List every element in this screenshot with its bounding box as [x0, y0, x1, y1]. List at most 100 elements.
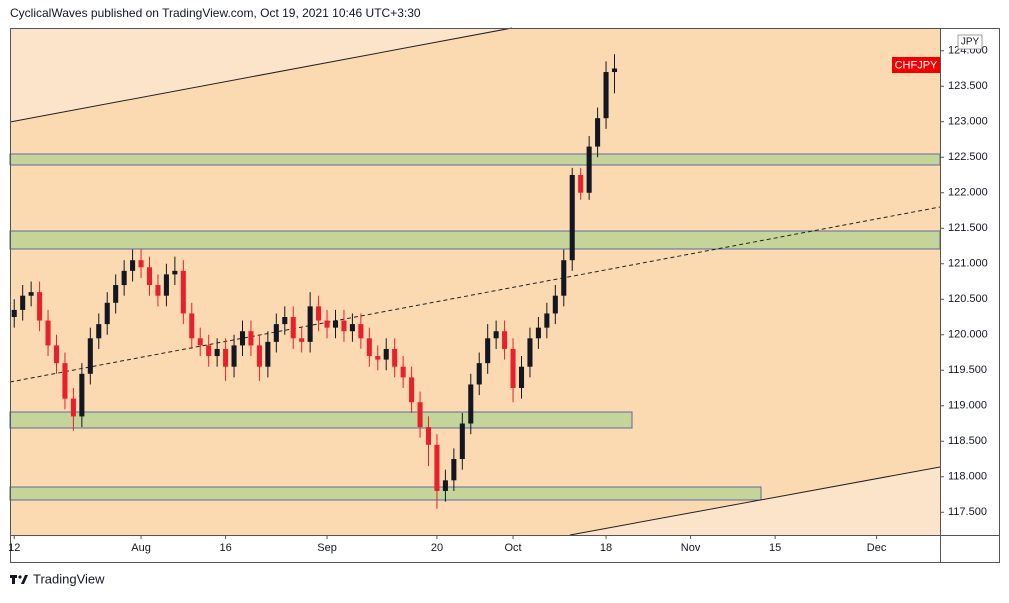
candle-body [180, 270, 186, 314]
candle-body [121, 270, 127, 286]
y-tick-label: 117.500 [948, 506, 987, 518]
currency-box [957, 34, 983, 50]
candle-body [290, 317, 296, 339]
price-axis [940, 28, 1000, 536]
candle-body [569, 174, 575, 261]
frame [10, 28, 1000, 563]
candle-body [476, 363, 482, 385]
candle-body [552, 295, 558, 314]
candle-body [265, 341, 271, 367]
candle-body [248, 331, 254, 346]
candle-body [138, 260, 144, 268]
footer-brand: TradingView [33, 571, 105, 586]
candle-body [96, 324, 102, 339]
zone [9, 486, 762, 501]
candle-body [603, 72, 609, 119]
candle-body [595, 118, 601, 147]
x-tick-label: Nov [681, 542, 701, 554]
candle-body [172, 270, 178, 275]
candle-body [163, 274, 169, 296]
x-tick-label: 16 [219, 542, 231, 554]
candle-body [155, 285, 161, 296]
candle-body [113, 285, 119, 303]
x-tick-label: Oct [504, 542, 521, 554]
candle-body [324, 320, 330, 328]
trend-line [9, 206, 941, 383]
axes: 117.500 118.000 118.500 119.000 119.500 120.0… [8, 45, 988, 554]
currency-label: JPY [961, 37, 980, 48]
logo [10, 575, 28, 584]
x-tick-label: 18 [600, 542, 612, 554]
zone [9, 230, 941, 250]
candle-body [349, 324, 355, 332]
candle-body [544, 313, 550, 328]
y-tick-label: 120.000 [948, 329, 988, 341]
candle-body [130, 260, 136, 271]
candle-body [223, 348, 229, 367]
candle-body [502, 331, 508, 349]
candle-body [358, 324, 364, 339]
candle-body [197, 338, 203, 346]
y-tick-label: 120.500 [948, 293, 988, 305]
trend-line [569, 466, 941, 536]
candle-body [45, 320, 51, 346]
candle-body [485, 338, 491, 364]
candle-body [37, 292, 43, 321]
candle-body [273, 324, 279, 342]
candle-body [11, 309, 17, 318]
x-tick-label: Aug [131, 542, 151, 554]
candle-body [510, 348, 516, 389]
candle-body [535, 327, 541, 339]
y-tick-label: 121.000 [948, 258, 988, 270]
zone [9, 153, 941, 166]
candle-body [578, 174, 584, 193]
y-tick-label: 118.000 [948, 471, 987, 483]
y-tick-label: 118.500 [948, 435, 987, 447]
candle-body [104, 302, 110, 325]
candle-body [79, 373, 85, 417]
y-tick-label: 123.500 [948, 80, 988, 92]
candle-body [20, 295, 26, 310]
candle-body [87, 338, 93, 374]
x-tick-label: Dec [867, 542, 887, 554]
candle-body [493, 331, 499, 339]
candle-body [62, 363, 68, 399]
x-tick-label: Sep [317, 542, 337, 554]
candle-body [527, 338, 533, 367]
candle-body [451, 459, 457, 481]
candle-body [468, 384, 474, 424]
candle-body [146, 267, 153, 286]
candle-body [459, 423, 465, 460]
candle-body [417, 402, 423, 428]
candle-body [383, 348, 389, 360]
candle-body [299, 338, 305, 342]
candle-body [409, 377, 415, 403]
candles [11, 54, 618, 509]
candle-body [518, 366, 525, 389]
candle-body [332, 320, 339, 328]
candle-body [434, 444, 440, 491]
candle-body [375, 356, 381, 360]
candle-body [214, 348, 220, 357]
header-title: CyclicalWaves published on TradingView.c… [10, 6, 421, 20]
y-tick-label: 122.000 [948, 187, 988, 199]
trend-line [9, 27, 513, 123]
y-tick-label: 119.500 [948, 364, 987, 376]
candle-body [611, 68, 618, 73]
x-tick-label: 12 [8, 542, 20, 554]
candle-body [307, 306, 313, 342]
y-tick-label: 119.000 [948, 400, 987, 412]
y-tick-label: 122.500 [948, 151, 988, 163]
candle-body [341, 320, 347, 332]
candle-body [316, 306, 322, 321]
candle-body [586, 146, 592, 193]
candle-body [206, 345, 212, 357]
candle-body [425, 427, 432, 445]
x-tick-label: 20 [431, 542, 443, 554]
y-tick-label: 121.500 [948, 222, 988, 234]
candle-body [256, 345, 262, 367]
time-axis [10, 535, 1000, 563]
candle-body [561, 260, 567, 296]
candle-body [282, 317, 288, 325]
